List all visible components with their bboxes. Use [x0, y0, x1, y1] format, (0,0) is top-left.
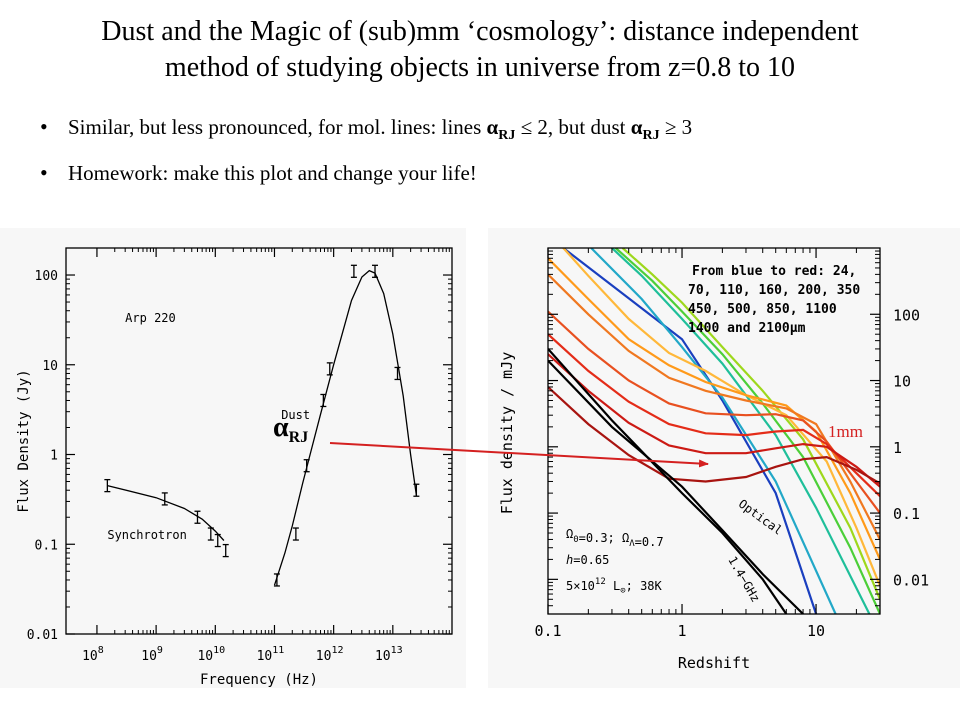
sed-chart: 108 109 1010 1011 1012 1013 100 10 1 0.1 0.01 Frequ… [16, 247, 453, 688]
title-line-2: method of studying objects in universe f… [164, 52, 796, 83]
redshift-series-200 [621, 248, 880, 600]
bullet1-text-b: ≤ 2, but dust [515, 115, 631, 139]
bullet1-text-a: Similar, but less pronounced, for mol. l… [68, 115, 487, 139]
redshift-series-Optical [548, 359, 804, 614]
redshift-series-500 [548, 273, 880, 541]
redshift-series-2100 [548, 386, 880, 485]
bullet-list: • Similar, but less pronounced, for mol.… [40, 112, 940, 204]
redshift-y-tick-label: 0.1 [893, 505, 920, 523]
redshift-series-110 [611, 248, 871, 614]
sed-y-axis-label: Flux Density (Jy) [16, 369, 32, 512]
sed-x-tick-label: 1011 [257, 645, 285, 664]
sed-curve-dust [273, 269, 418, 586]
sed-y-tick-label: 0.1 [35, 538, 58, 553]
bullet1-alpha-2: α [630, 115, 643, 139]
sed-plot-frame [65, 247, 453, 635]
sed-x-axis-label: Frequency (Hz) [200, 672, 318, 688]
redshift-x-axis-label: Redshift [678, 654, 750, 672]
redshift-x-tick-label: 10 [807, 622, 825, 640]
sed-y-tick-label: 100 [35, 269, 58, 284]
sed-x-tick-label: 1013 [375, 645, 403, 664]
redshift-y-tick-label: 100 [893, 306, 920, 324]
redshift-y-tick-label: 10 [893, 373, 911, 391]
bullet1-sub-2: RJ [642, 128, 660, 144]
title-line-1: Dust and the Magic of (sub)mm ‘cosmology… [101, 16, 859, 47]
redshift-series-450 [548, 257, 880, 560]
charts-figure: 108 109 1010 1011 1012 10131001010.10.01Frequ… [0, 228, 960, 688]
redshift-legend-line: 70, 110, 160, 200, 350 [688, 283, 860, 298]
bullet1-alpha: α [486, 115, 499, 139]
bullet-dot-icon: • [40, 114, 48, 139]
redshift-param-omega: Ω0=0.3; ΩΛ=0.7 [566, 527, 664, 549]
redshift-chart: 0.1 1 10 100 10 1 0.1 0.01 Redshift Flux density … [498, 247, 929, 672]
redshift-series-70 [590, 248, 837, 614]
sed-y-tick-label: 10 [42, 359, 58, 374]
redshift-legend-line: 1400 and 2100μm [688, 321, 806, 336]
mm-wavelength-label: 1mm [828, 422, 863, 441]
sed-annotation: Arp 220 [125, 311, 176, 325]
redshift-param-h: h=0.65 [566, 553, 609, 567]
annotation-overlay: αRJ 1mm [273, 412, 863, 468]
sed-y-tick-label: 1 [50, 449, 58, 464]
bullet2-text: Homework: make this plot and change your… [68, 161, 477, 185]
slide-title: Dust and the Magic of (sub)mm ‘cosmology… [20, 14, 940, 86]
redshift-param-lum: 5×1012 L⊙; 38K [566, 577, 663, 596]
sed-x-tick-label: 109 [141, 645, 163, 664]
sed-curve-synchrotron [107, 484, 225, 541]
redshift-series-160 [614, 248, 880, 614]
redshift-legend-line: 450, 500, 850, 1100 [688, 302, 837, 317]
bullet-item-1: • Similar, but less pronounced, for mol.… [40, 112, 940, 158]
left-chart-background [0, 228, 466, 688]
redshift-legend-line: From blue to red: 24, [692, 264, 856, 279]
redshift-series-1.4-GHz [548, 348, 788, 614]
redshift-series-350 [562, 248, 880, 587]
sed-annotation: Synchrotron [107, 528, 186, 542]
redshift-y-tick-label: 1 [893, 439, 902, 457]
redshift-series-24 [562, 248, 818, 614]
bullet1-text-c: ≥ 3 [659, 115, 693, 139]
alpha-rj-label: αRJ [273, 412, 308, 446]
redshift-y-axis-label: Flux density / mJy [498, 352, 516, 515]
alpha-rj-arrow [329, 442, 709, 468]
redshift-y-tick-label: 0.01 [893, 571, 929, 589]
redshift-plot-frame [547, 247, 881, 615]
sed-y-tick-label: 0.01 [27, 628, 58, 643]
sed-x-tick-label: 1012 [316, 645, 344, 664]
redshift-series-1400 [548, 353, 880, 488]
bullet1-sub: RJ [498, 128, 516, 144]
right-chart-background [488, 228, 960, 688]
redshift-lines-group [548, 248, 880, 614]
bullet-dot-icon: • [40, 160, 48, 185]
redshift-x-tick-label: 0.1 [534, 622, 561, 640]
sed-x-tick-label: 1010 [197, 645, 225, 664]
sed-x-tick-label: 108 [82, 645, 104, 664]
redshift-x-tick-label: 1 [678, 622, 687, 640]
bullet-item-2: • Homework: make this plot and change yo… [40, 158, 940, 204]
sed-annotation: Dust [281, 408, 310, 422]
